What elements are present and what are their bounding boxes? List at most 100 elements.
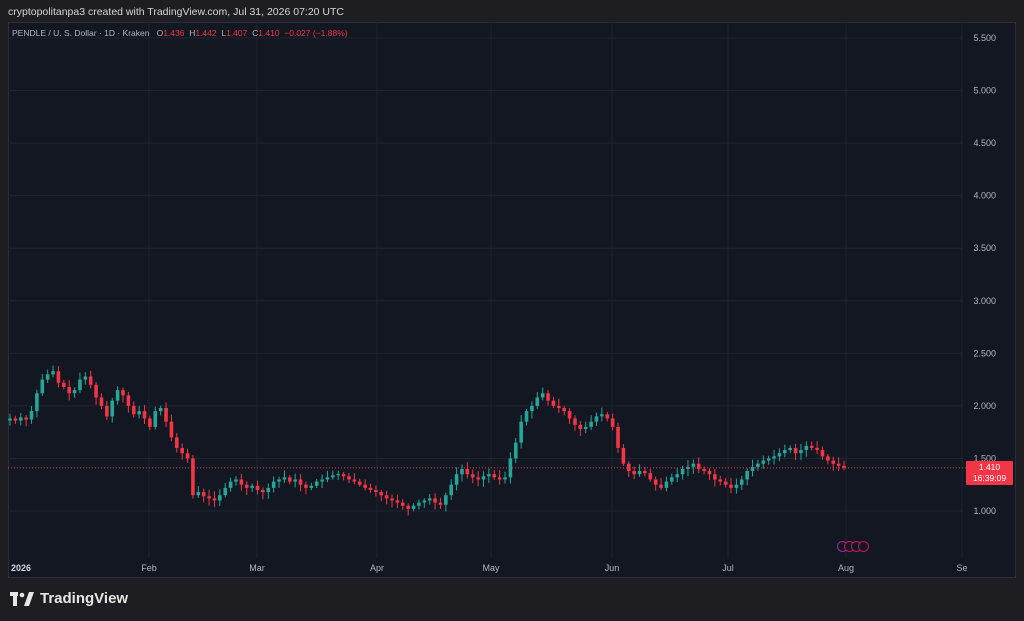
candle-body [594,416,599,422]
open-key: O [156,28,164,38]
candle-body [659,484,663,488]
candle-body [244,484,249,488]
candle-body [148,418,152,427]
event-markers[interactable] [837,541,869,552]
y-tick-label: 3.000 [973,296,996,306]
candle-body [487,474,491,477]
candle-body [341,474,346,477]
ohlc-legend: PENDLE / U. S. Dollar · 1D · Kraken O1.4… [12,28,348,38]
candle-body [411,505,416,509]
candle-body [454,474,459,485]
candle-body [196,492,201,496]
candle-body [390,498,394,501]
candle-body [449,484,454,496]
candle-body [83,376,88,380]
candle-body [772,456,776,459]
candle-body [734,484,739,488]
candle-body [180,447,184,454]
tradingview-logo-icon [10,591,34,606]
candle-body [266,487,271,493]
candle-body [745,471,749,480]
candle-body [51,371,55,375]
candle-body [250,485,254,488]
candle-body [40,379,45,394]
candle-body [368,487,373,490]
candle-body [492,474,497,478]
candle-body [352,479,357,482]
candle-body [610,418,615,427]
candle-body [261,489,265,493]
candle-body [255,485,260,490]
candle-body [29,411,34,420]
candle-body [298,479,303,485]
candle-body [691,463,696,467]
candle-body [105,405,109,417]
candle-body [793,447,798,454]
y-tick-label: 5.500 [973,33,996,43]
candle-body [406,505,410,509]
x-tick-label: Aug [838,563,854,573]
candle-body [809,445,814,448]
y-tick-label: 4.000 [973,191,996,201]
candle-body [557,405,561,408]
y-tick-label: 5.000 [973,86,996,96]
candle-body [519,421,523,443]
candle-body [8,418,12,421]
x-tick-label: Feb [141,563,157,573]
candle-body [72,390,77,394]
candle-body [664,481,669,488]
candle-body [422,500,427,503]
candle-body [99,397,104,406]
candle-body [707,471,712,475]
candle-body [417,502,421,506]
candle-body [621,447,626,464]
candle-body [309,485,314,488]
candle-body [314,481,319,486]
candle-body [207,496,211,499]
bar-countdown: 16:39:09 [972,473,1007,483]
chart-pane[interactable] [8,22,1016,578]
candle-body [567,411,572,419]
candle-body [465,468,470,475]
candle-body [540,393,545,398]
candle-body [777,453,782,457]
candle-body [756,463,760,467]
candle-body [675,474,679,478]
candle-body [723,481,728,485]
candle-body [110,400,115,417]
candle-body [444,495,448,505]
candle-body [524,411,529,422]
y-tick-label: 3.500 [973,243,996,253]
tradingview-logo: TradingView [10,590,128,607]
candle-body [201,492,206,497]
candle-body [88,376,93,385]
brand-name: TradingView [40,590,129,607]
candle-body [573,418,577,425]
candle-body [158,407,163,412]
candle-body [357,481,362,485]
candle-body [729,484,733,488]
change-value: −0.027 (−1.88%) [284,28,348,38]
symbol-label: PENDLE / U. S. Dollar · 1D · Kraken [12,28,150,38]
candle-body [169,421,174,438]
economic-event-icon[interactable] [858,541,869,552]
candle-body [331,475,335,478]
candle-body [804,445,809,451]
candle-body [126,395,131,406]
candle-body [551,400,556,406]
candle-body [783,450,787,454]
candle-body [287,477,292,482]
y-tick-label: 2.000 [973,401,996,411]
candle-body [799,450,803,454]
candle-body [228,481,233,488]
candle-body [400,502,405,506]
candle-body [175,437,179,448]
candle-body [761,460,766,464]
candle-body [218,495,222,501]
candle-body [820,450,825,457]
candle-body [153,411,158,427]
candle-body [653,479,658,485]
y-tick-label: 1.500 [973,453,996,463]
